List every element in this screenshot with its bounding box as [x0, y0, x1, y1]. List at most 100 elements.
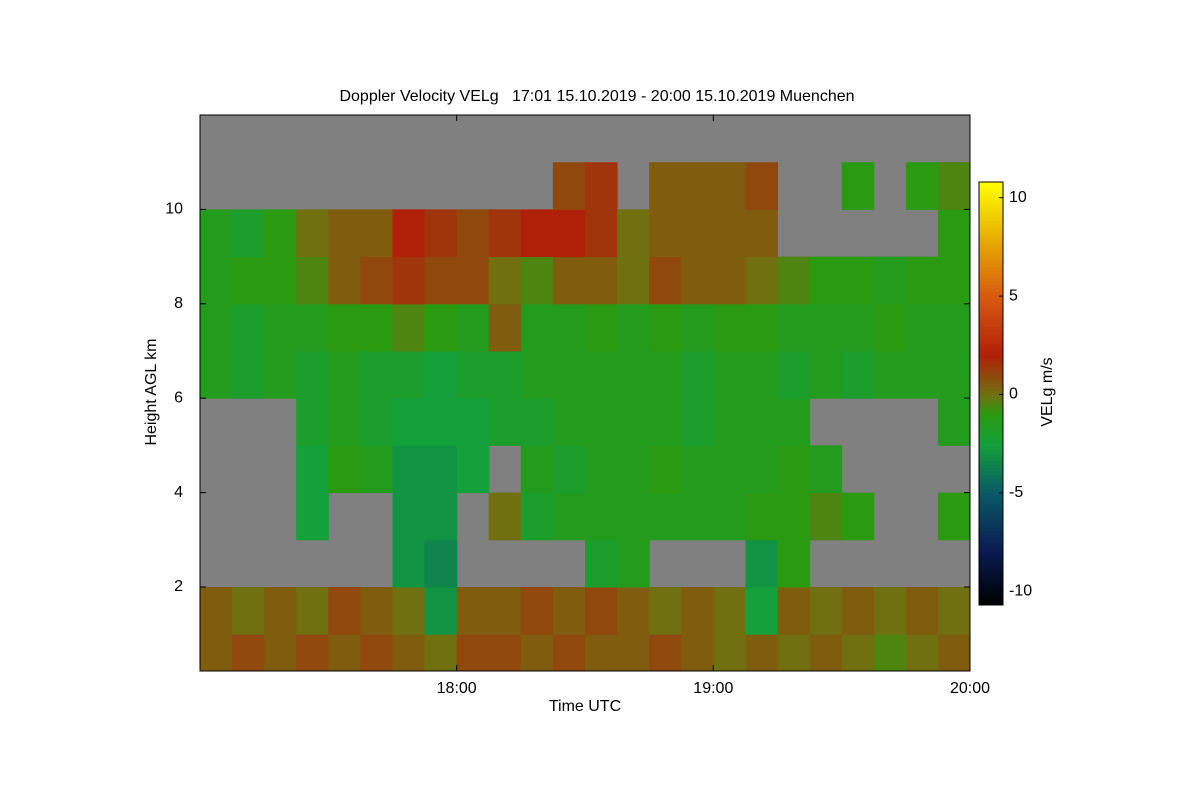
colorbar-segment	[979, 421, 1003, 426]
heatmap-cell	[520, 445, 554, 494]
colorbar-segment	[979, 333, 1003, 338]
heatmap-cell	[937, 398, 971, 446]
heatmap-cell	[392, 350, 426, 399]
y-tick-label: 6	[174, 389, 183, 406]
colorbar-segment	[979, 499, 1003, 504]
colorbar-segment	[979, 513, 1003, 518]
heatmap-cell	[681, 445, 714, 494]
heatmap-cell	[392, 398, 426, 446]
heatmap-cell	[488, 303, 522, 352]
colorbar-segment	[979, 305, 1003, 310]
colorbar-segment	[979, 464, 1003, 469]
heatmap-cell	[937, 634, 971, 672]
heatmap-cell	[200, 634, 233, 672]
heatmap-cell	[264, 256, 297, 305]
heatmap-cell	[328, 586, 361, 635]
colorbar-segment	[979, 308, 1003, 313]
heatmap-cell	[681, 634, 714, 672]
heatmap-cell	[264, 350, 297, 399]
colorbar-segment	[979, 224, 1003, 229]
colorbar-segment	[979, 488, 1003, 493]
colorbar-segment	[979, 361, 1003, 366]
colorbar-segment	[979, 347, 1003, 352]
colorbar-segment	[979, 594, 1003, 599]
heatmap-cell	[937, 350, 971, 399]
heatmap-cell	[552, 209, 586, 258]
heatmap-cell	[456, 445, 490, 494]
heatmap-cell	[392, 209, 426, 258]
colorbar-segment	[979, 414, 1003, 419]
heatmap-cell	[777, 256, 811, 305]
heatmap-cell	[873, 303, 907, 352]
y-tick-label: 4	[174, 484, 183, 501]
heatmap-cell	[520, 303, 554, 352]
chart-title: Doppler Velocity VELg 17:01 15.10.2019 -…	[339, 88, 854, 105]
heatmap-cell	[841, 492, 875, 541]
colorbar-segment	[979, 312, 1003, 317]
colorbar-segment	[979, 248, 1003, 253]
colorbar-segment	[979, 495, 1003, 500]
colorbar-segment	[979, 238, 1003, 243]
colorbar-segment	[979, 382, 1003, 387]
heatmap-cell	[200, 586, 233, 635]
heatmap-cell	[392, 303, 426, 352]
heatmap-cell	[873, 634, 907, 672]
heatmap-cell	[456, 256, 490, 305]
x-tick-label: 19:00	[693, 680, 733, 697]
heatmap-cell	[296, 303, 329, 352]
heatmap-cell	[713, 162, 746, 210]
heatmap-cell	[905, 303, 939, 352]
heatmap-cell	[617, 209, 650, 258]
heatmap-cell	[456, 303, 490, 352]
heatmap-cell	[232, 256, 265, 305]
heatmap-cell	[488, 398, 522, 446]
colorbar-tick-label: 10	[1009, 189, 1027, 206]
heatmap-cell	[617, 539, 650, 588]
heatmap-cell	[424, 350, 458, 399]
colorbar-segment	[979, 428, 1003, 433]
heatmap-cell	[681, 586, 714, 635]
heatmap-cell	[937, 162, 971, 210]
heatmap-cell	[745, 586, 778, 635]
heatmap-cell	[296, 634, 329, 672]
colorbar-segment	[979, 538, 1003, 543]
colorbar-segment	[979, 203, 1003, 208]
heatmap-cell	[681, 162, 714, 210]
colorbar-segment	[979, 241, 1003, 246]
heatmap-cell	[809, 492, 843, 541]
heatmap-cell	[649, 162, 682, 210]
colorbar-segment	[979, 189, 1003, 194]
heatmap-cell	[937, 586, 971, 635]
colorbar-segment	[979, 573, 1003, 578]
colorbar-segment	[979, 298, 1003, 303]
colorbar-segment	[979, 471, 1003, 476]
heatmap-cell	[713, 398, 746, 446]
colorbar-segment	[979, 492, 1003, 497]
colorbar-segment	[979, 456, 1003, 461]
plot-frame	[199, 114, 971, 672]
colorbar-segment	[979, 368, 1003, 373]
heatmap-cell	[617, 445, 650, 494]
heatmap-cell	[360, 350, 393, 399]
heatmap-cell	[713, 303, 746, 352]
colorbar-segment	[979, 534, 1003, 539]
heatmap-cell	[681, 350, 714, 399]
colorbar-segment	[979, 439, 1003, 444]
colorbar-segment	[979, 460, 1003, 465]
colorbar-segment	[979, 234, 1003, 239]
heatmap-cell	[713, 634, 746, 672]
colorbar-segment	[979, 319, 1003, 324]
heatmap-cell	[841, 303, 875, 352]
colorbar-segment	[979, 432, 1003, 437]
colorbar-segment	[979, 365, 1003, 370]
heatmap-cell	[520, 256, 554, 305]
colorbar-segment	[979, 344, 1003, 349]
colorbar-segment	[979, 379, 1003, 384]
colorbar-segment	[979, 252, 1003, 257]
colorbar-segment	[979, 351, 1003, 356]
heatmap-cell	[264, 586, 297, 635]
heatmap-cell	[841, 586, 875, 635]
colorbar-segment	[979, 397, 1003, 402]
colorbar-segment	[979, 259, 1003, 264]
